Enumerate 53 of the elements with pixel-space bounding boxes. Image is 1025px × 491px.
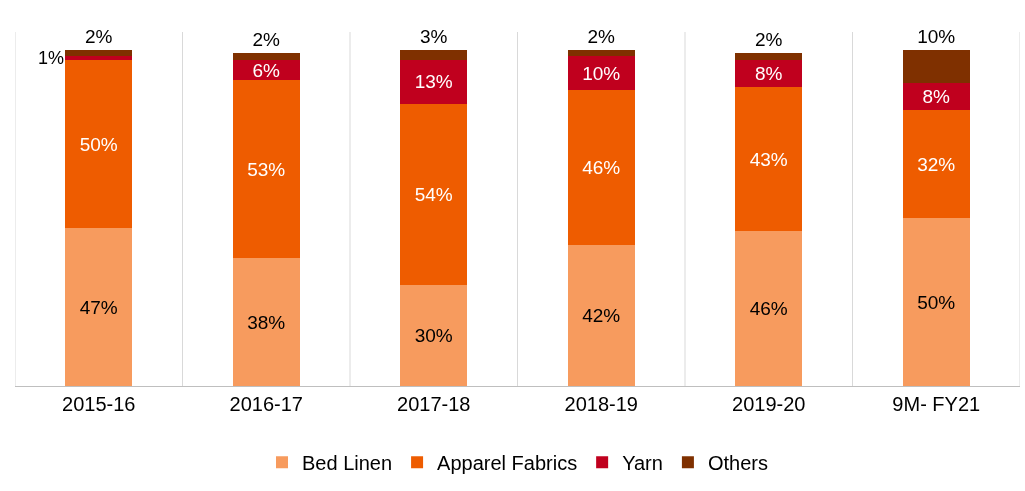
bar <box>400 103 468 286</box>
data-label: 1% <box>38 48 65 68</box>
bar <box>232 53 300 60</box>
data-label: 42% <box>582 305 621 327</box>
data-label: 13% <box>414 71 453 93</box>
data-label: 2% <box>754 29 783 51</box>
data-label: 38% <box>247 311 286 333</box>
bar <box>400 285 468 386</box>
data-label: 8% <box>922 86 950 108</box>
bar <box>232 79 300 259</box>
legend-label: Yarn <box>622 451 663 474</box>
legend-label: Bed Linen <box>302 451 393 474</box>
bar <box>232 258 300 386</box>
x-tick-label: 2019-20 <box>732 393 806 415</box>
data-label: 6% <box>252 59 280 81</box>
bar <box>567 244 635 386</box>
data-label: 43% <box>749 148 788 170</box>
bar <box>902 217 970 386</box>
data-label: 3% <box>419 25 448 47</box>
bar <box>400 59 468 104</box>
bar <box>65 56 133 60</box>
bar <box>567 56 635 91</box>
bar <box>65 227 133 386</box>
bar <box>902 110 970 218</box>
data-label: 46% <box>582 157 621 179</box>
bar <box>735 53 803 60</box>
x-tick-label: 2016-17 <box>229 393 303 415</box>
data-label: 54% <box>414 183 453 205</box>
x-tick-label: 2017-18 <box>397 393 471 415</box>
data-label: 47% <box>79 296 118 318</box>
data-label: 2% <box>84 25 113 47</box>
bar <box>65 59 133 228</box>
bar <box>567 90 635 245</box>
data-label: 10% <box>917 25 956 47</box>
x-tick-label: 9M- FY21 <box>892 393 981 415</box>
data-label: 8% <box>754 62 783 84</box>
x-tick-label: 2018-19 <box>564 393 638 415</box>
data-label: 2% <box>587 25 615 47</box>
legend-label: Apparel Fabrics <box>437 451 578 474</box>
bar <box>902 49 970 84</box>
bar <box>400 49 468 60</box>
data-label: 46% <box>749 298 788 320</box>
data-label: 10% <box>582 62 621 84</box>
data-label: 32% <box>917 153 956 175</box>
data-label: 50% <box>917 291 956 313</box>
data-label: 50% <box>79 133 118 155</box>
data-label: 53% <box>247 158 286 180</box>
data-label: 30% <box>414 325 453 347</box>
legend-label: Others <box>707 451 768 474</box>
bar <box>735 86 803 232</box>
data-label: 2% <box>252 29 280 51</box>
bar <box>735 231 803 386</box>
x-tick-label: 2015-16 <box>62 393 136 415</box>
